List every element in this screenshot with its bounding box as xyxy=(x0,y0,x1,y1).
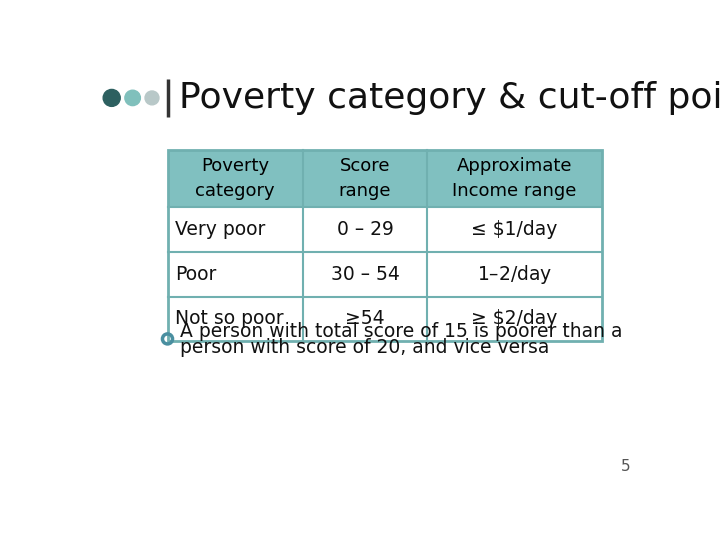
Text: ≤ $1/day: ≤ $1/day xyxy=(471,220,557,239)
Text: Very poor: Very poor xyxy=(175,220,266,239)
Circle shape xyxy=(145,91,159,105)
Text: ≥54: ≥54 xyxy=(346,309,385,328)
Text: Score
range: Score range xyxy=(339,157,392,200)
Text: $1 – $2/day: $1 – $2/day xyxy=(477,263,552,286)
Text: ≥ $2/day: ≥ $2/day xyxy=(471,309,557,328)
Text: 5: 5 xyxy=(621,459,630,474)
FancyBboxPatch shape xyxy=(168,150,601,207)
Text: 0 – 29: 0 – 29 xyxy=(337,220,394,239)
FancyBboxPatch shape xyxy=(168,296,601,341)
FancyBboxPatch shape xyxy=(168,252,601,296)
Circle shape xyxy=(125,90,140,106)
Circle shape xyxy=(103,90,120,106)
Text: Poor: Poor xyxy=(175,265,217,284)
Text: 30 – 54: 30 – 54 xyxy=(330,265,400,284)
Text: Poverty
category: Poverty category xyxy=(196,157,275,200)
FancyBboxPatch shape xyxy=(168,207,601,252)
Text: person with score of 20, and vice versa: person with score of 20, and vice versa xyxy=(180,338,549,357)
Text: Not so poor: Not so poor xyxy=(175,309,284,328)
Text: Poverty category & cut-off points: Poverty category & cut-off points xyxy=(179,81,720,115)
Text: A person with total score of 15 is poorer than a: A person with total score of 15 is poore… xyxy=(180,322,622,341)
Text: Approximate
Income range: Approximate Income range xyxy=(452,157,577,200)
